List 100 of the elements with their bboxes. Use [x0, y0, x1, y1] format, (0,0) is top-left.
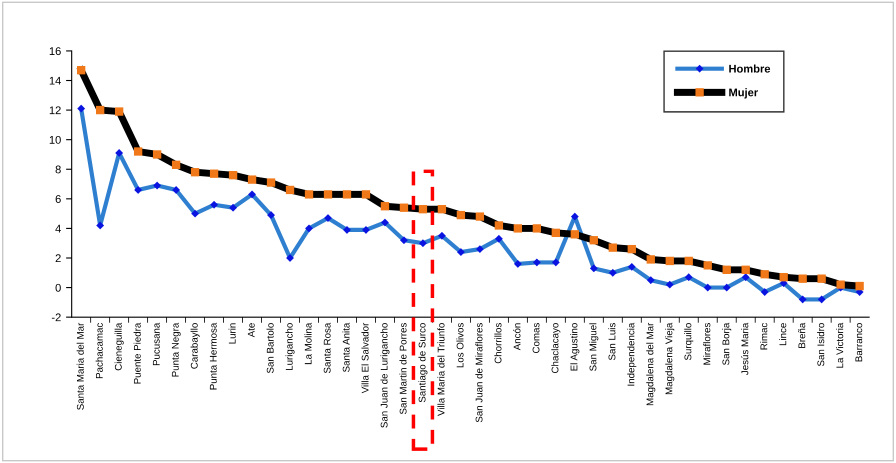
x-tick-label: Magdalena del Mar: [646, 322, 656, 406]
point: [77, 66, 86, 74]
point: [666, 256, 674, 266]
point: [438, 205, 446, 214]
x-tick-label: Ancón: [513, 323, 520, 350]
x-tick-label: Carabayllo: [190, 323, 200, 369]
legend-label: Mujer: [729, 88, 758, 99]
x-tick-label: Miraflores: [703, 323, 710, 365]
x-tick-label: Santa Maria del Mar: [76, 322, 84, 410]
point: [96, 222, 104, 230]
point: [494, 221, 504, 230]
point: [722, 284, 731, 292]
point: [628, 262, 636, 271]
point: [552, 258, 560, 266]
point: [666, 280, 674, 289]
y-tick-label: 4: [55, 224, 61, 232]
legend-label: Hombre: [729, 64, 770, 73]
x-tick-label: Surquillo: [684, 323, 694, 360]
point: [286, 254, 294, 262]
point: [418, 205, 428, 214]
x-tick-label: Chaclacayo: [551, 323, 560, 374]
point: [476, 212, 484, 221]
x-tick-label: Villa El Salvador: [361, 322, 369, 394]
x-tick-label: Ate: [248, 323, 255, 338]
y-tick-label: 16: [50, 47, 61, 56]
point: [134, 147, 142, 156]
point: [590, 236, 598, 244]
point: [305, 224, 313, 232]
point: [342, 190, 352, 199]
point: [646, 255, 655, 264]
point: [818, 295, 826, 304]
point: [343, 226, 351, 234]
point: [96, 106, 104, 114]
point: [400, 204, 408, 212]
x-tick-label: Chorrillos: [494, 323, 502, 364]
point: [494, 234, 503, 243]
point: [456, 248, 465, 256]
point: [324, 190, 332, 199]
point: [780, 273, 788, 282]
point: [760, 288, 769, 296]
y-tick-label: 6: [56, 195, 61, 203]
x-tick-label: Cieneguilla: [114, 322, 124, 370]
point: [646, 276, 655, 284]
x-tick-label: San Martin de Porres: [399, 323, 407, 414]
point: [114, 107, 124, 116]
point: [590, 264, 598, 272]
y-tick-label: 10: [50, 136, 61, 144]
x-tick-label: Puente Piedra: [134, 322, 141, 384]
point: [684, 256, 693, 266]
x-tick-label: San Borja: [722, 322, 732, 365]
point: [532, 258, 541, 266]
x-tick-label: San Juan de Lurigancho: [380, 323, 390, 428]
point: [324, 214, 332, 222]
point: [210, 170, 218, 178]
x-tick-label: Punta Hermosa: [210, 322, 217, 390]
point: [362, 226, 370, 234]
point: [419, 239, 427, 248]
x-tick-label: Rimac: [760, 322, 768, 350]
point: [855, 282, 864, 290]
x-tick-label: Pucusana: [152, 322, 160, 366]
point: [742, 273, 750, 282]
x-tick-label: Pachacamac: [96, 322, 103, 378]
point: [153, 182, 162, 190]
point: [760, 270, 769, 278]
point: [381, 218, 389, 226]
point: [380, 202, 390, 210]
x-tick-label: Los Olivos: [456, 323, 464, 368]
x-tick-label: San Bartolo: [266, 323, 274, 374]
point: [476, 245, 484, 254]
x-tick-label: Comas: [532, 323, 540, 354]
point: [608, 243, 617, 252]
point: [836, 280, 845, 289]
point: [362, 190, 370, 199]
point: [77, 104, 86, 113]
point: [798, 274, 807, 283]
point: [134, 186, 142, 194]
y-tick-label: 8: [56, 166, 61, 174]
x-tick-label: Santiago de Surco: [418, 323, 428, 402]
point: [514, 260, 522, 268]
point: [191, 210, 200, 218]
x-tick-label: Lurin: [228, 323, 236, 344]
point: [552, 228, 560, 238]
x-tick-label: Breña: [798, 322, 806, 348]
point: [172, 160, 180, 169]
point: [248, 190, 256, 198]
x-tick-label: San Miguel: [589, 323, 598, 371]
point: [532, 224, 542, 233]
point: [628, 244, 636, 254]
y-tick-label: 12: [50, 106, 61, 114]
point: [286, 186, 294, 194]
x-tick-label: Lurigancho: [285, 323, 295, 370]
x-tick-label: Lince: [779, 323, 786, 346]
point: [798, 295, 807, 304]
point: [304, 190, 314, 199]
point: [190, 168, 200, 176]
x-tick-label: Santa Rosa: [324, 322, 331, 374]
point: [248, 175, 256, 184]
point: [570, 212, 579, 221]
x-tick-label: San Isidro: [817, 323, 824, 366]
point: [228, 171, 238, 180]
